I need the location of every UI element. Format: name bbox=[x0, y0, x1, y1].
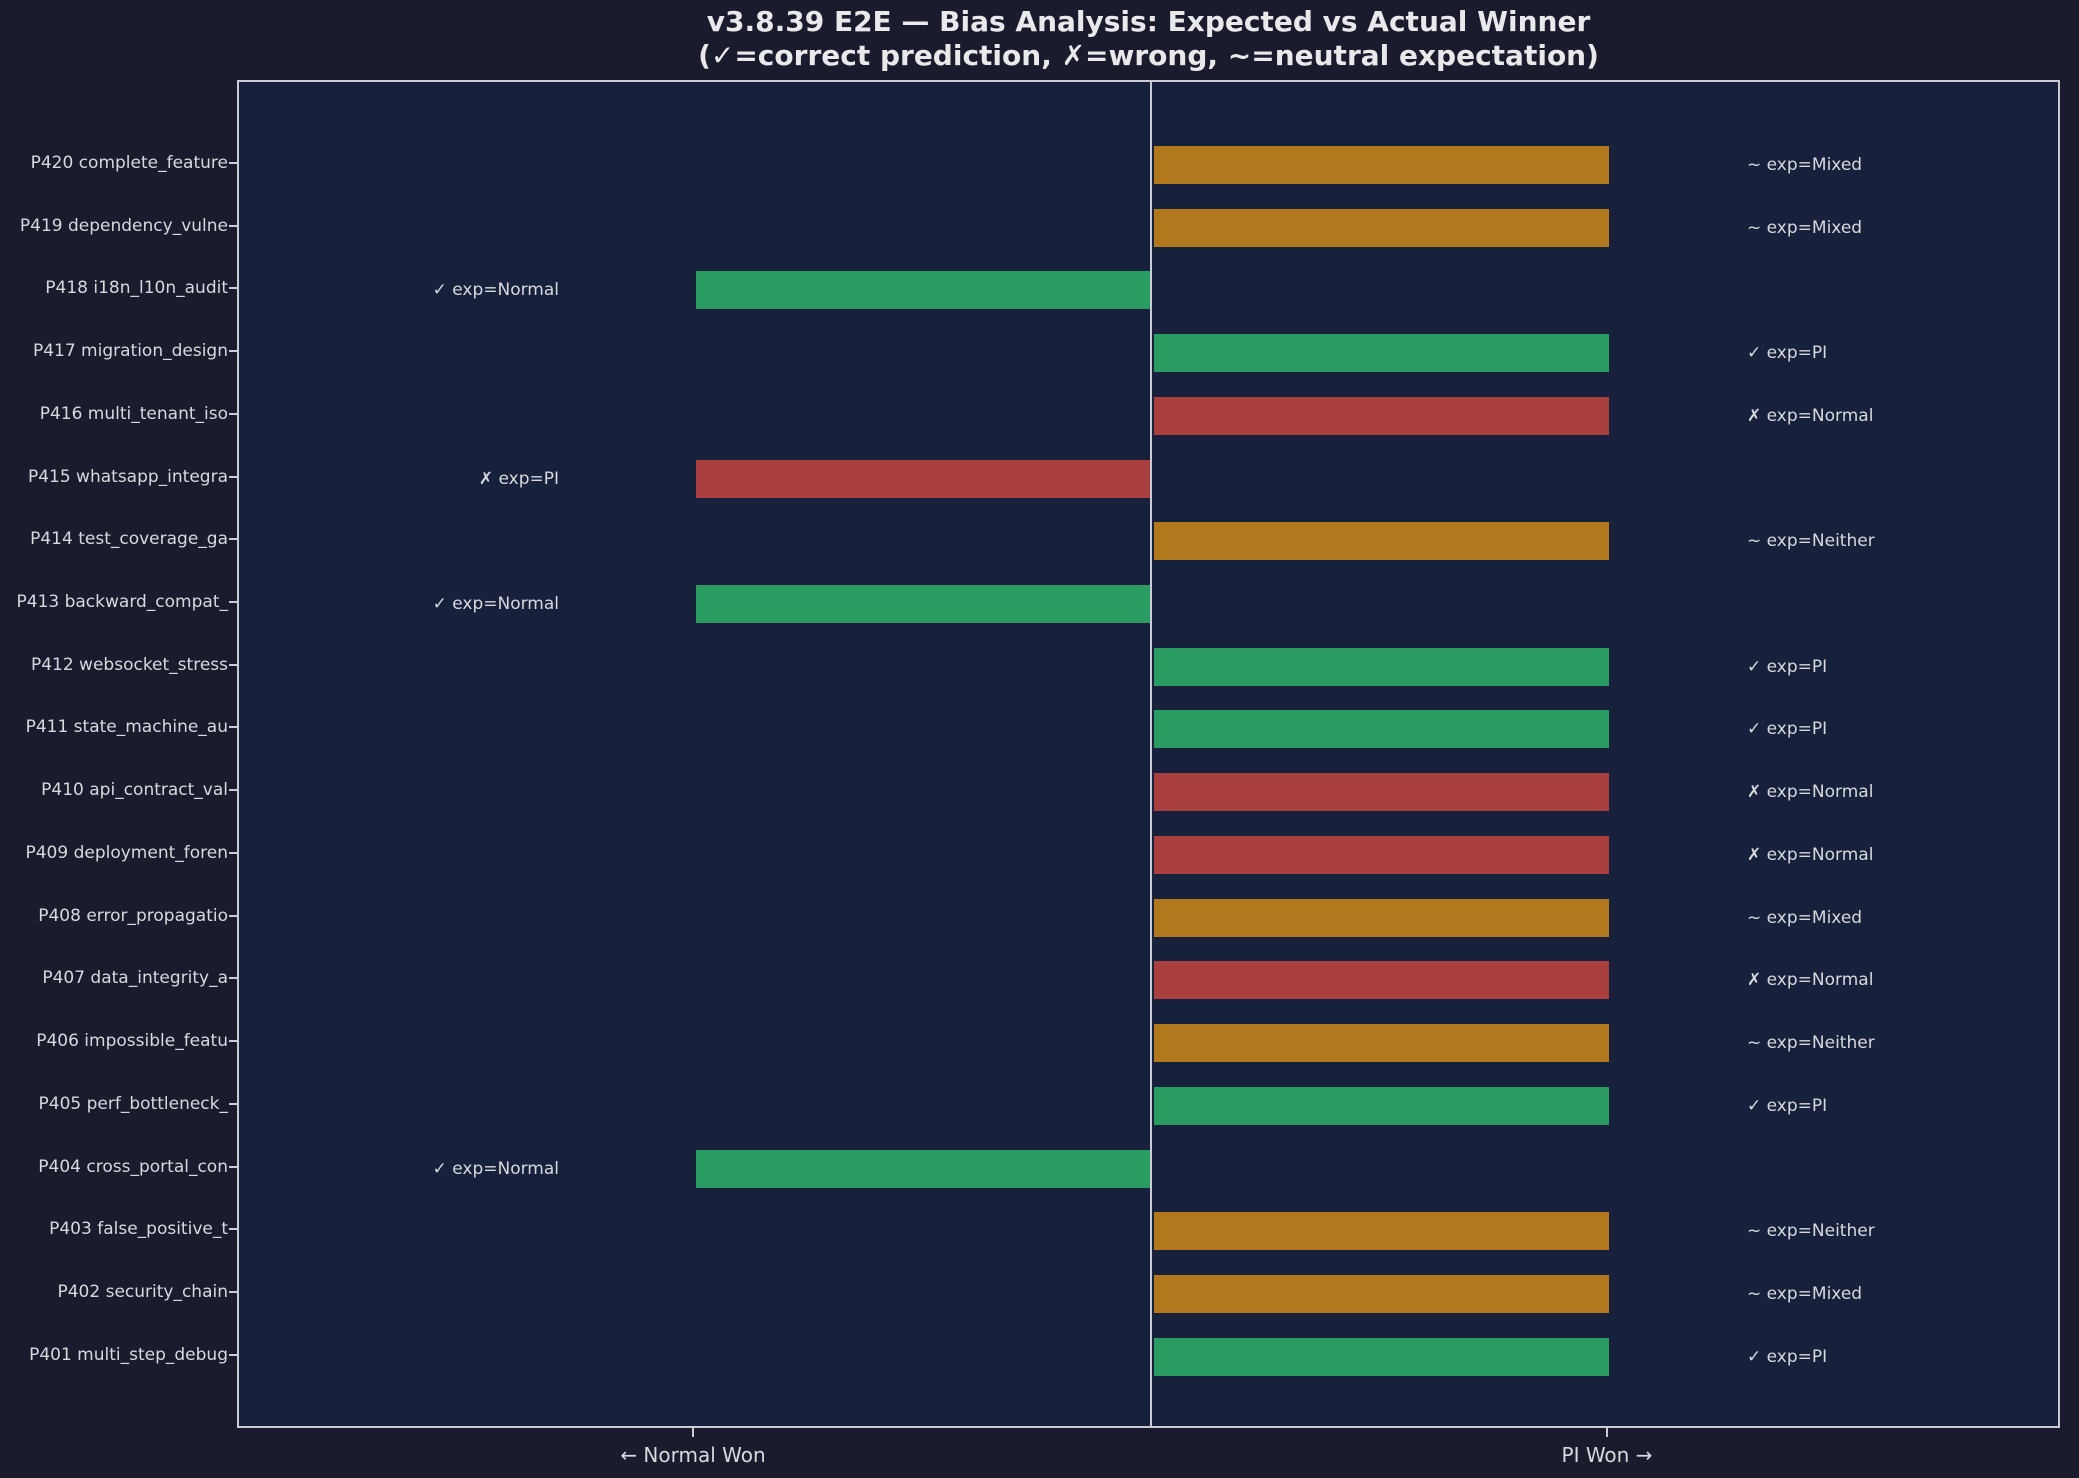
x-tick-mark-normal bbox=[692, 1428, 694, 1437]
bar-p406 bbox=[1154, 1024, 1609, 1063]
y-tick-label-p419: P419 dependency_vulne bbox=[19, 215, 228, 236]
x-tick-mark-pi bbox=[1606, 1428, 1608, 1437]
annotation-p401: ✓ exp=PI bbox=[1747, 1346, 1828, 1367]
y-tick-label-p418: P418 i18n_l10n_audit bbox=[45, 278, 228, 299]
y-tick-label-p416: P416 multi_tenant_iso bbox=[39, 403, 228, 424]
chart-title: v3.8.39 E2E — Bias Analysis: Expected vs… bbox=[706, 5, 1591, 38]
y-tick-label-p414: P414 test_coverage_ga bbox=[30, 529, 228, 550]
y-tick-mark bbox=[229, 1040, 237, 1043]
bar-p414 bbox=[1154, 522, 1609, 561]
annotation-p409: ✗ exp=Normal bbox=[1747, 844, 1874, 865]
y-tick-label-p408: P408 error_propagatio bbox=[38, 905, 228, 926]
annotation-p407: ✗ exp=Normal bbox=[1747, 970, 1874, 991]
y-tick-label-p417: P417 migration_design bbox=[32, 341, 228, 362]
y-tick-label-p410: P410 api_contract_val bbox=[41, 780, 228, 801]
bar-p407 bbox=[1154, 961, 1609, 1000]
y-tick-mark bbox=[229, 1102, 237, 1105]
bar-p404 bbox=[696, 1149, 1151, 1188]
y-tick-mark bbox=[229, 287, 237, 290]
bar-p417 bbox=[1154, 334, 1609, 373]
y-tick-label-p412: P412 websocket_stress bbox=[30, 654, 228, 675]
y-tick-label-p404: P404 cross_portal_con bbox=[38, 1156, 228, 1177]
plot-area: ~ exp=Mixed ~ exp=Mixed ✓ exp=Normal ✓ exp=… bbox=[237, 80, 2060, 1428]
bar-p409 bbox=[1154, 835, 1609, 874]
annotation-p416: ✗ exp=Normal bbox=[1747, 405, 1874, 426]
y-tick-label-p402: P402 security_chain bbox=[57, 1281, 228, 1302]
bar-p402 bbox=[1154, 1274, 1609, 1313]
annotation-p413: ✓ exp=Normal bbox=[432, 594, 559, 615]
y-tick-label-p409: P409 deployment_foren bbox=[25, 842, 228, 863]
x-tick-label-pi-won: PI Won → bbox=[1561, 1443, 1653, 1467]
y-tick-label-p407: P407 data_integrity_a bbox=[42, 968, 228, 989]
bar-p408 bbox=[1154, 898, 1609, 937]
annotation-p417: ✓ exp=PI bbox=[1747, 343, 1828, 364]
y-tick-label-p403: P403 false_positive_t bbox=[49, 1219, 228, 1240]
annotation-p404: ✓ exp=Normal bbox=[432, 1158, 559, 1179]
annotation-p420: ~ exp=Mixed bbox=[1747, 155, 1863, 175]
y-tick-mark bbox=[229, 538, 237, 541]
annotation-p402: ~ exp=Mixed bbox=[1747, 1283, 1863, 1304]
annotation-p405: ✓ exp=PI bbox=[1747, 1095, 1828, 1116]
x-tick-label-normal-won: ← Normal Won bbox=[620, 1443, 766, 1467]
annotation-p406: ~ exp=Neither bbox=[1747, 1033, 1875, 1054]
annotation-p412: ✓ exp=PI bbox=[1747, 656, 1828, 677]
bar-p415 bbox=[696, 459, 1151, 498]
y-tick-mark bbox=[229, 162, 237, 164]
annotation-p419: ~ exp=Mixed bbox=[1747, 217, 1863, 238]
bar-p412 bbox=[1154, 647, 1609, 686]
bar-p401 bbox=[1154, 1337, 1609, 1376]
bar-p411 bbox=[1154, 710, 1609, 749]
bar-p410 bbox=[1154, 773, 1609, 812]
chart-subtitle: (✓=correct prediction, ✗=wrong, ~=neutra… bbox=[698, 39, 1599, 72]
bar-p405 bbox=[1154, 1086, 1609, 1125]
annotation-p403: ~ exp=Neither bbox=[1747, 1221, 1875, 1242]
y-tick-label-p411: P411 state_machine_au bbox=[25, 717, 228, 738]
annotation-p418: ✓ exp=Normal bbox=[432, 280, 559, 301]
y-tick-mark bbox=[229, 1290, 237, 1293]
y-tick-mark bbox=[229, 1228, 237, 1231]
y-tick-mark bbox=[229, 789, 237, 792]
y-tick-label-p406: P406 impossible_featu bbox=[36, 1031, 228, 1052]
y-tick-label-p420: P420 complete_feature bbox=[30, 153, 228, 173]
y-tick-mark bbox=[229, 726, 237, 729]
y-tick-label-p415: P415 whatsapp_integra bbox=[27, 466, 228, 487]
annotation-p411: ✓ exp=PI bbox=[1747, 719, 1828, 740]
y-tick-mark bbox=[229, 350, 237, 353]
y-tick-mark bbox=[229, 1353, 237, 1356]
bar-p413 bbox=[696, 585, 1151, 624]
y-tick-mark bbox=[229, 601, 237, 604]
y-tick-label-p405: P405 perf_bottleneck_ bbox=[38, 1093, 228, 1114]
annotation-p415: ✗ exp=PI bbox=[478, 468, 559, 489]
annotation-p410: ✗ exp=Normal bbox=[1747, 782, 1874, 803]
bar-p419 bbox=[1154, 208, 1609, 247]
bar-p403 bbox=[1154, 1212, 1609, 1251]
y-tick-label-p413: P413 backward_compat_ bbox=[16, 592, 229, 613]
y-tick-mark bbox=[229, 914, 237, 917]
y-tick-mark bbox=[229, 851, 237, 854]
y-tick-mark bbox=[229, 224, 237, 227]
annotation-p408: ~ exp=Mixed bbox=[1747, 907, 1863, 928]
y-tick-mark bbox=[229, 663, 237, 666]
y-tick-mark bbox=[229, 1165, 237, 1168]
y-tick-mark bbox=[229, 977, 237, 980]
y-tick-mark bbox=[229, 475, 237, 478]
center-axis-line bbox=[1150, 82, 1152, 1426]
bar-p418 bbox=[696, 271, 1151, 310]
y-tick-mark bbox=[229, 412, 237, 415]
bar-p420 bbox=[1154, 146, 1609, 184]
annotation-p414: ~ exp=Neither bbox=[1747, 531, 1875, 552]
bar-p416 bbox=[1154, 396, 1609, 435]
y-tick-label-p401: P401 multi_step_debug bbox=[29, 1344, 228, 1365]
